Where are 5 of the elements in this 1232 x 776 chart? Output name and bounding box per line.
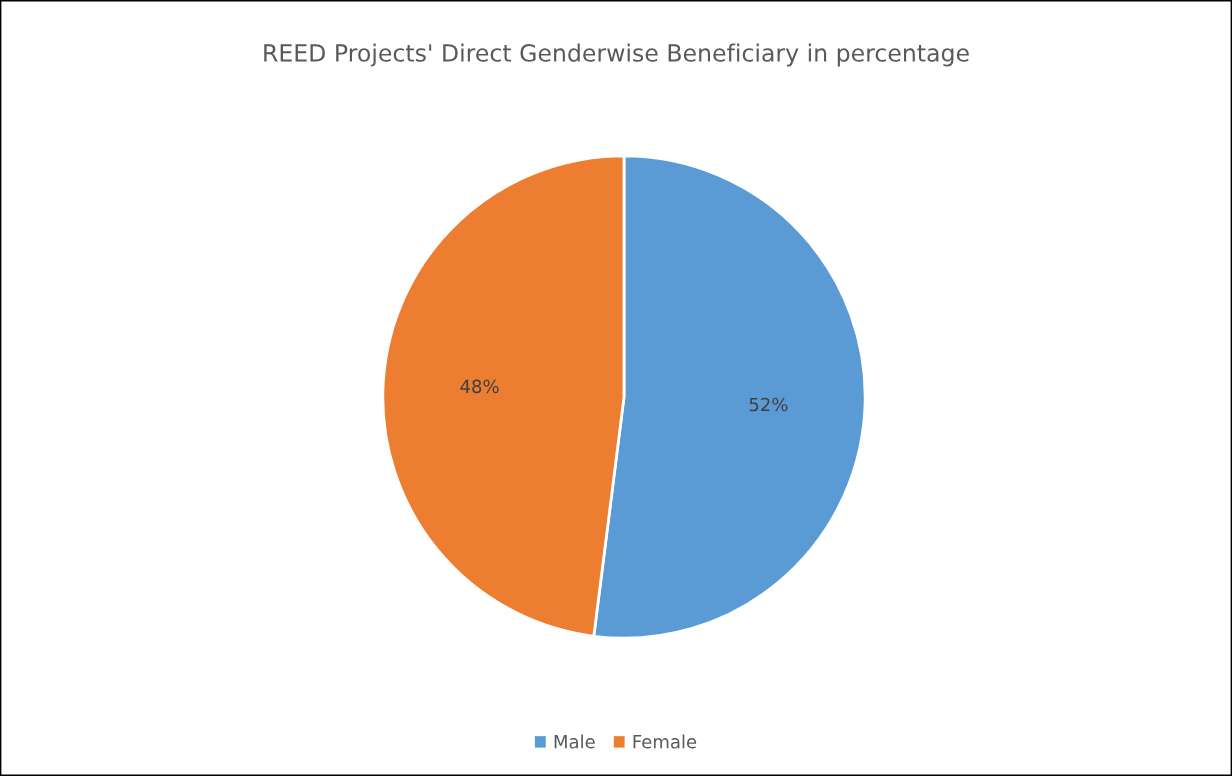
chart-title: REED Projects' Direct Genderwise Beneficiary in percentage <box>264 43 969 67</box>
data-label: 52% <box>749 397 788 412</box>
legend-label: Male <box>554 734 595 749</box>
data-label: 48% <box>460 379 499 394</box>
legend-label: Female <box>633 734 697 749</box>
